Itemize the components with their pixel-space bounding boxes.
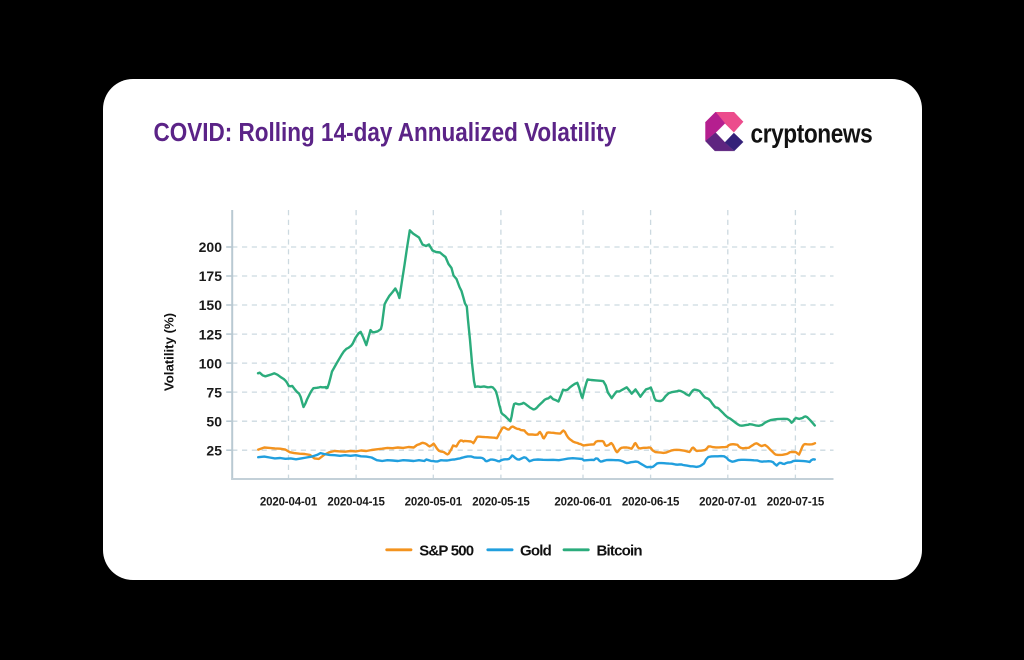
svg-text:50: 50 — [206, 413, 222, 429]
svg-text:S&P 500: S&P 500 — [419, 542, 474, 559]
svg-text:75: 75 — [206, 384, 222, 400]
svg-text:2020-07-15: 2020-07-15 — [767, 497, 825, 509]
svg-text:2020-05-15: 2020-05-15 — [472, 497, 530, 509]
svg-text:2020-05-01: 2020-05-01 — [405, 497, 463, 509]
svg-text:2020-04-15: 2020-04-15 — [327, 497, 385, 509]
svg-text:2020-07-01: 2020-07-01 — [699, 497, 757, 509]
svg-text:Bitcoin: Bitcoin — [597, 542, 643, 559]
svg-text:COVID: Rolling 14-day Annualiz: COVID: Rolling 14-day Annualized Volatil… — [154, 118, 617, 147]
svg-text:125: 125 — [199, 326, 223, 342]
svg-text:Gold: Gold — [520, 542, 552, 559]
svg-text:2020-06-15: 2020-06-15 — [622, 497, 680, 509]
svg-text:200: 200 — [199, 239, 223, 255]
svg-text:100: 100 — [199, 355, 223, 371]
svg-text:2020-06-01: 2020-06-01 — [554, 497, 612, 509]
svg-text:2020-04-01: 2020-04-01 — [260, 497, 318, 509]
svg-text:cryptonews: cryptonews — [751, 119, 873, 149]
svg-text:25: 25 — [206, 442, 222, 458]
svg-text:175: 175 — [199, 268, 223, 284]
svg-text:150: 150 — [199, 297, 223, 313]
svg-text:Volatility (%): Volatility (%) — [162, 313, 177, 391]
